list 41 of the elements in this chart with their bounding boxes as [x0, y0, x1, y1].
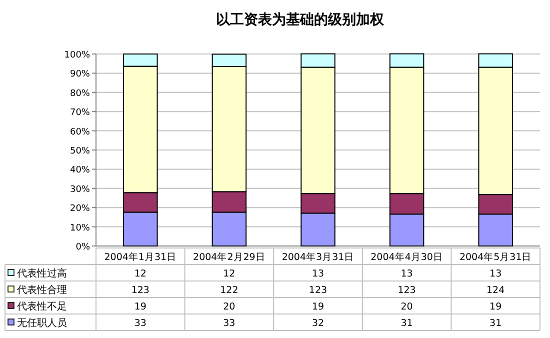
- y-tick-label: 0%: [76, 242, 90, 252]
- text: 13: [312, 268, 324, 280]
- y-tick-label: 90%: [70, 70, 90, 80]
- text: 20: [223, 302, 236, 312]
- text: 19: [490, 302, 502, 312]
- x-tick-label: 2004年4月30日: [370, 251, 443, 263]
- legend-label: 代表性合理: [16, 284, 67, 296]
- x-tick-label: 2004年1月31日: [104, 251, 177, 263]
- legend-label: 无任职人员: [17, 318, 67, 329]
- text: 122: [220, 285, 238, 296]
- legend-label: 代表性不足: [16, 300, 67, 312]
- legend-label: 代表性过高: [16, 268, 67, 280]
- x-tick-label: 2004年2月29日: [193, 251, 266, 263]
- text: 12: [134, 268, 146, 280]
- text: 31: [400, 318, 413, 329]
- text: 123: [308, 285, 328, 296]
- y-tick-label: 30%: [70, 184, 90, 195]
- y-tick-label: 50%: [70, 146, 90, 156]
- y-tick-label: 100%: [64, 50, 90, 60]
- y-tick-label: 40%: [70, 166, 90, 176]
- x-tick-label: 2004年5月31日: [459, 251, 532, 263]
- text: 33: [134, 318, 146, 329]
- text: 123: [398, 285, 416, 296]
- y-tick-label: 20%: [70, 204, 90, 214]
- text: 20: [400, 302, 413, 312]
- y-tick-label: 70%: [70, 108, 90, 118]
- text: 124: [486, 285, 505, 296]
- x-tick-label: 2004年3月31日: [282, 251, 354, 263]
- text: 32: [312, 318, 324, 329]
- y-tick-label: 80%: [70, 88, 90, 99]
- text: 19: [134, 302, 146, 312]
- y-tick-label: 60%: [70, 127, 90, 138]
- text: 31: [490, 318, 502, 329]
- chart-title: 以工资表为基础的级别加权: [216, 12, 385, 28]
- text: 13: [490, 268, 502, 280]
- text: 33: [223, 318, 236, 329]
- text: 123: [131, 285, 150, 296]
- text: 13: [400, 268, 413, 280]
- text: 12: [223, 268, 236, 280]
- y-tick-label: 10%: [70, 223, 90, 234]
- text: 19: [312, 302, 324, 312]
